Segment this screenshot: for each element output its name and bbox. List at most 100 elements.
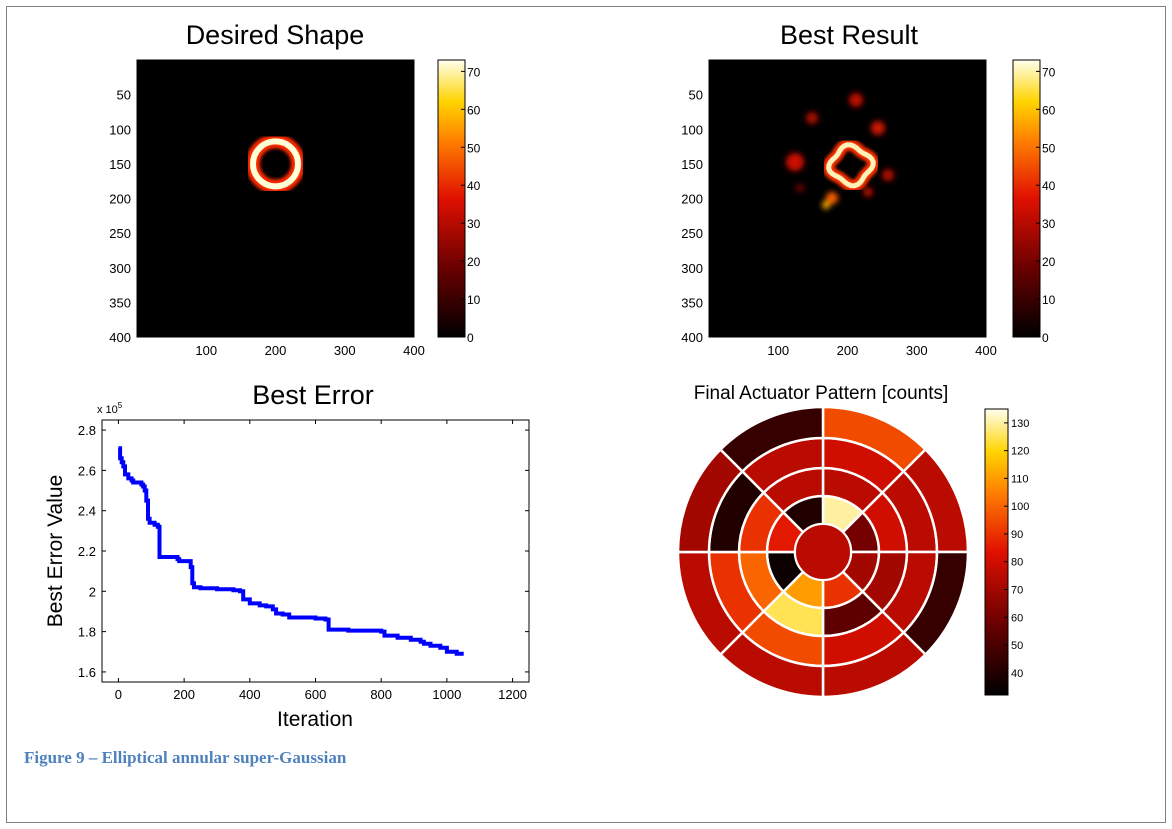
y-tick-label: 2.6 [78,463,96,478]
x-tick-label: 400 [403,343,425,358]
best-result-title: Best Result [780,20,919,50]
colorbar-tick-label: 10 [467,293,481,307]
best-error-x-ticks: 0 200 400 600 800 1000 1200 [115,420,527,702]
x-tick-label: 1000 [432,687,461,702]
best-error-plot-area [101,419,530,683]
colorbar-tick-label: 40 [1042,179,1056,193]
y-tick-label: 300 [109,261,131,276]
y-tick-label: 1.8 [78,625,96,640]
colorbar-tick-label: 120 [1011,446,1029,458]
desired-shape-image [137,60,414,337]
best-error-panel: Best Error x 105 0 200 400 600 800 1000 1200 1… [44,380,530,731]
desired-shape-y-ticks: 50 100 150 200 250 300 350 400 [109,88,141,345]
best-result-colorbar-ticks: 0 10 20 30 40 50 60 70 [1036,65,1056,345]
actuator-colorbar-ticks: 40 50 60 70 80 90 100 110 120 130 [1004,418,1029,680]
best-error-x-label: Iteration [277,708,353,731]
colorbar-tick-label: 50 [1011,640,1023,652]
best-result-panel: Best Result 100 200 300 400 501001502002503… [681,20,1055,358]
y-tick-label: 150 [681,157,703,172]
x-tick-label: 400 [239,687,261,702]
best-result-speckle [786,93,894,209]
figure-frame [6,6,1166,823]
y-tick-label: 250 [109,226,131,241]
figure-caption: Figure 9 – Elliptical annular super-Gaus… [24,748,347,767]
actuator-segment [718,405,825,474]
x-tick-label: 200 [265,343,287,358]
best-result-ring [822,138,880,192]
desired-shape-colorbar [437,59,466,338]
actuator-pattern-title: Final Actuator Pattern [counts] [694,383,949,404]
y-tick-label: 400 [681,330,703,345]
colorbar-tick-label: 40 [467,179,481,193]
x-tick-label: 300 [906,343,928,358]
y-tick-label: 2.8 [78,423,96,438]
colorbar-tick-label: 50 [467,141,481,155]
colorbar-tick-label: 80 [1011,557,1023,569]
y-tick-label: 100 [681,122,703,137]
x-tick-label: 100 [767,343,789,358]
x-tick-label: 0 [115,687,122,702]
best-result-x-ticks: 100 200 300 400 [767,333,997,358]
y-tick-label: 200 [681,192,703,207]
colorbar-tick-label: 100 [1011,501,1029,513]
best-error-title: Best Error [252,380,374,410]
colorbar-tick-label: 60 [467,103,481,117]
x-tick-label: 200 [173,687,195,702]
colorbar-tick-label: 130 [1011,418,1029,430]
x-tick-label: 400 [975,343,997,358]
desired-shape-title: Desired Shape [186,20,365,50]
y-tick-label: 2.4 [78,504,96,519]
y-tick-label: 250 [681,226,703,241]
colorbar-tick-label: 70 [1011,584,1023,596]
y-tick-label: 50 [117,88,131,103]
colorbar-tick-label: 20 [1042,255,1056,269]
colorbar-tick-label: 0 [467,331,474,345]
best-error-y-label: Best Error Value [44,475,67,628]
colorbar-tick-label: 60 [1011,612,1023,624]
best-error-series-line [118,446,464,656]
best-result-y-ticks: 50 100 150 200 250 300 350 400 [681,88,713,345]
actuator-pattern-panel: Final Actuator Pattern [counts] 40 50 60 70… [676,383,1029,699]
colorbar-tick-label: 10 [1042,293,1056,307]
y-tick-label: 100 [109,122,131,137]
best-result-colorbar [1012,59,1041,338]
y-tick-label: 300 [681,261,703,276]
colorbar-tick-label: 20 [467,255,481,269]
best-result-image [709,60,986,337]
actuator-center [794,523,852,581]
y-tick-label: 2 [89,584,96,599]
x-tick-label: 200 [837,343,859,358]
colorbar-tick-label: 50 [1042,141,1056,155]
y-tick-label: 50 [689,88,703,103]
desired-shape-panel: Desired Shape 100 200 300 400 5010015020025… [109,20,480,358]
actuator-colorbar [984,408,1009,696]
x-tick-label: 300 [334,343,356,358]
x-tick-label: 600 [305,687,327,702]
best-error-y-exponent: x 105 [97,401,123,416]
best-error-y-ticks: 1.6 1.8 2 2.2 2.4 2.6 2.8 [78,423,529,680]
y-tick-label: 350 [681,295,703,310]
x-tick-label: 100 [195,343,217,358]
colorbar-tick-label: 60 [1042,103,1056,117]
colorbar-tick-label: 110 [1011,473,1029,485]
colorbar-tick-label: 40 [1011,668,1023,680]
colorbar-tick-label: 70 [1042,65,1056,79]
colorbar-tick-label: 90 [1011,529,1023,541]
colorbar-tick-label: 30 [467,217,481,231]
desired-shape-x-ticks: 100 200 300 400 [195,333,425,358]
y-tick-label: 200 [109,192,131,207]
y-tick-label: 400 [109,330,131,345]
colorbar-tick-label: 70 [467,65,481,79]
y-tick-label: 1.6 [78,665,96,680]
x-tick-label: 800 [370,687,392,702]
y-tick-label: 350 [109,295,131,310]
desired-shape-ring [245,134,306,194]
y-tick-label: 150 [109,157,131,172]
colorbar-tick-label: 30 [1042,217,1056,231]
x-tick-label: 1200 [498,687,527,702]
actuator-segments [676,405,970,699]
colorbar-tick-label: 0 [1042,331,1049,345]
desired-shape-colorbar-ticks: 0 10 20 30 40 50 60 70 [461,65,481,345]
y-tick-label: 2.2 [78,544,96,559]
